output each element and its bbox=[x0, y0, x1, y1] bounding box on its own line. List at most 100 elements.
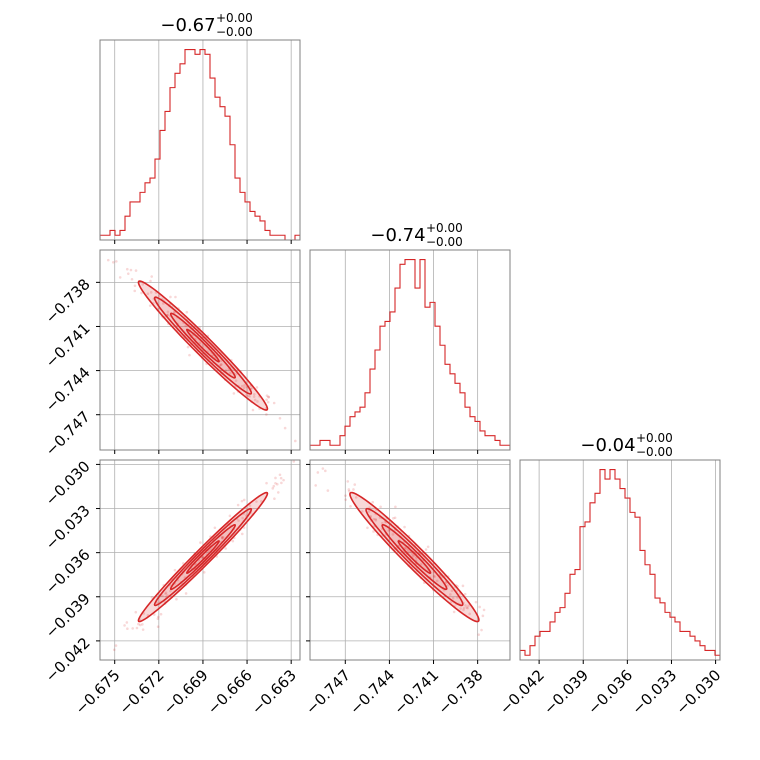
sample-point bbox=[372, 530, 375, 533]
sample-point bbox=[157, 294, 161, 298]
panel-title-2: −0.04 bbox=[580, 435, 635, 456]
y-tick-label: −0.738 bbox=[42, 275, 94, 327]
sample-point bbox=[321, 467, 325, 470]
sample-point bbox=[126, 272, 130, 276]
sample-point bbox=[243, 384, 246, 387]
sample-point bbox=[164, 592, 167, 596]
sample-point bbox=[76, 678, 79, 681]
sample-point bbox=[161, 594, 164, 598]
panel-0-0 bbox=[99, 39, 301, 244]
sample-point bbox=[184, 324, 188, 328]
sample-point bbox=[224, 547, 227, 550]
y-tick-label: −0.039 bbox=[42, 590, 94, 642]
x-tick-label: −0.663 bbox=[248, 666, 300, 718]
sample-point bbox=[467, 604, 470, 607]
sample-point bbox=[155, 601, 159, 605]
sample-point bbox=[272, 401, 276, 405]
sample-point bbox=[463, 592, 467, 596]
panel-2-2: −0.042−0.039−0.036−0.033−0.030 bbox=[496, 459, 724, 718]
sample-point bbox=[245, 393, 248, 397]
sample-point bbox=[169, 295, 172, 299]
panel-frame bbox=[309, 459, 511, 661]
x-tick-label: −0.738 bbox=[434, 666, 486, 718]
sample-point bbox=[275, 482, 279, 486]
sample-point bbox=[150, 596, 154, 599]
sample-point bbox=[274, 481, 277, 485]
sample-point bbox=[478, 605, 481, 609]
sample-point bbox=[361, 510, 364, 513]
sample-point bbox=[324, 469, 327, 473]
sample-point bbox=[173, 311, 176, 314]
panel-content bbox=[314, 467, 486, 636]
sample-point bbox=[250, 386, 254, 390]
contour-level-1 bbox=[153, 507, 253, 607]
sample-point bbox=[213, 526, 217, 530]
sample-point bbox=[477, 633, 481, 636]
sample-point bbox=[274, 476, 277, 480]
sample-point bbox=[133, 284, 137, 288]
sample-point bbox=[166, 310, 170, 314]
x-tick-label: −0.669 bbox=[160, 666, 212, 718]
sample-point bbox=[354, 496, 358, 499]
sample-point bbox=[220, 535, 224, 539]
sample-point bbox=[229, 371, 232, 375]
sample-point bbox=[137, 622, 140, 626]
sample-point bbox=[149, 279, 152, 283]
sample-point bbox=[464, 604, 467, 607]
x-tick-label: −0.666 bbox=[204, 666, 256, 718]
sample-point bbox=[148, 304, 152, 307]
sample-point bbox=[240, 532, 244, 536]
panel-title-1: −0.74 bbox=[370, 225, 425, 246]
sample-point bbox=[272, 484, 276, 488]
contour-level-3 bbox=[185, 540, 220, 575]
sample-point bbox=[462, 606, 466, 610]
x-tick-label: −0.672 bbox=[116, 666, 168, 718]
sample-point bbox=[252, 395, 256, 398]
sample-point bbox=[115, 260, 118, 263]
sample-point bbox=[374, 519, 378, 522]
sample-point bbox=[459, 607, 462, 610]
panel-frame bbox=[99, 249, 301, 451]
sample-point bbox=[316, 471, 320, 474]
sample-point bbox=[134, 610, 138, 614]
sample-point bbox=[352, 488, 355, 491]
sample-point bbox=[462, 608, 465, 612]
panel-content bbox=[50, 460, 300, 699]
sample-point bbox=[280, 481, 283, 485]
sample-point bbox=[433, 575, 436, 579]
panel-frame bbox=[99, 39, 301, 241]
sample-point bbox=[129, 268, 133, 272]
sample-point bbox=[234, 372, 238, 376]
sample-point bbox=[349, 505, 352, 508]
contour-level-1 bbox=[153, 296, 253, 395]
contour-level-3 bbox=[185, 328, 220, 363]
sample-point bbox=[404, 547, 408, 550]
sample-point bbox=[123, 624, 126, 627]
sample-point bbox=[255, 500, 258, 503]
sample-point bbox=[248, 504, 252, 507]
sample-point bbox=[220, 363, 223, 366]
panels: −0.747−0.744−0.741−0.738−0.042−0.039−0.0… bbox=[42, 39, 724, 718]
x-tick-label: −0.747 bbox=[302, 666, 354, 718]
sample-point bbox=[314, 484, 317, 487]
sample-point bbox=[173, 568, 177, 572]
sample-point bbox=[199, 541, 202, 544]
sample-point bbox=[252, 392, 256, 396]
sample-point bbox=[161, 302, 165, 305]
sample-point bbox=[374, 517, 377, 521]
sample-point bbox=[114, 644, 118, 647]
sample-point bbox=[141, 623, 144, 626]
panel-1-1 bbox=[309, 249, 511, 454]
sample-point bbox=[468, 612, 471, 616]
x-tick-label: −0.741 bbox=[390, 666, 442, 718]
sample-point bbox=[50, 696, 53, 699]
sample-point bbox=[221, 536, 224, 540]
panel-title-2-upper: +0.00 bbox=[636, 431, 673, 445]
sample-point bbox=[344, 494, 347, 497]
panel-title-0-upper: +0.00 bbox=[216, 11, 253, 25]
y-tick-label: −0.030 bbox=[42, 457, 94, 509]
contour-level-1 bbox=[365, 507, 464, 607]
sample-point bbox=[157, 615, 160, 619]
panel-content bbox=[310, 258, 510, 450]
sample-point bbox=[424, 548, 428, 551]
